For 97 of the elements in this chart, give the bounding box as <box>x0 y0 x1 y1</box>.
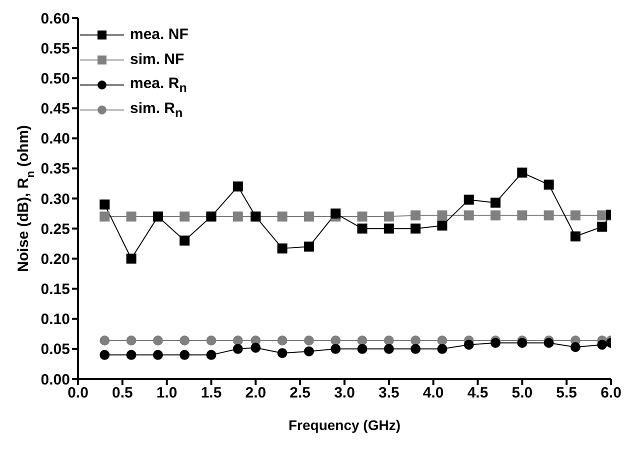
point <box>437 344 448 354</box>
point <box>490 198 501 208</box>
point <box>410 344 421 354</box>
point <box>304 212 314 222</box>
point <box>250 342 261 353</box>
x-tick-label: 6.0 <box>600 384 622 402</box>
point <box>464 340 474 350</box>
point <box>384 212 394 222</box>
x-tick-label: 4.0 <box>422 384 444 402</box>
point <box>357 224 368 234</box>
legend-label: mea. R$_{n}$ <box>130 74 187 94</box>
point <box>490 210 501 220</box>
point <box>544 210 554 220</box>
point <box>100 350 110 360</box>
x-axis-title: Frequency (GHz) <box>288 417 401 433</box>
point <box>570 210 580 220</box>
x-tick-label: 3.0 <box>334 384 355 402</box>
x-tick-label: 5.0 <box>512 384 533 402</box>
point <box>206 350 216 360</box>
point <box>304 335 314 346</box>
point <box>517 210 528 220</box>
point <box>570 342 580 352</box>
y-tick-label: 0.20 <box>40 250 70 268</box>
point <box>330 335 341 346</box>
y-tick-label: 0.30 <box>40 190 70 208</box>
point <box>517 168 528 178</box>
point <box>180 335 190 346</box>
x-tick-label: 3.5 <box>378 384 400 402</box>
y-tick-label: 0.40 <box>40 130 70 148</box>
y-tick-label: 0.60 <box>40 10 70 28</box>
point <box>330 208 341 219</box>
point <box>490 338 501 348</box>
x-tick-label: 0.5 <box>112 384 133 402</box>
point <box>384 224 394 234</box>
x-tick-label: 0.0 <box>68 384 88 402</box>
point <box>126 254 136 264</box>
point <box>232 181 243 192</box>
point <box>357 344 368 354</box>
point <box>357 335 368 346</box>
point <box>437 210 448 220</box>
point <box>152 350 163 360</box>
point <box>304 346 314 356</box>
point <box>544 338 554 348</box>
point <box>330 344 341 354</box>
point <box>357 212 368 222</box>
point <box>100 212 110 222</box>
point <box>384 335 394 346</box>
point <box>180 350 190 360</box>
point <box>410 335 421 346</box>
point <box>437 220 448 231</box>
y-tick-label: 0.10 <box>40 311 70 328</box>
point <box>597 222 608 232</box>
point <box>126 335 136 346</box>
x-tick-label: 1.5 <box>200 384 222 402</box>
y-tick-label: 0.50 <box>40 70 70 88</box>
point <box>464 210 474 220</box>
y-tick-label: 0.15 <box>40 281 70 298</box>
point <box>277 348 288 358</box>
point <box>126 212 136 222</box>
point <box>206 335 216 346</box>
legend-label: sim. NF <box>130 51 184 68</box>
point <box>152 335 163 346</box>
point <box>232 344 243 354</box>
x-tick-label: 1.0 <box>156 384 178 402</box>
point <box>410 210 421 220</box>
point <box>517 338 528 348</box>
point <box>597 210 608 220</box>
point <box>277 335 288 346</box>
point <box>277 243 288 254</box>
y-tick-label: 0.00 <box>40 371 70 388</box>
point <box>232 212 243 222</box>
point <box>100 335 110 346</box>
legend-label: sim. R$_{n}$ <box>130 100 183 120</box>
point <box>277 212 288 222</box>
y-tick-label: 0.55 <box>40 40 70 58</box>
point <box>304 242 314 252</box>
legend-label: mea. NF <box>130 26 188 43</box>
point <box>597 340 608 350</box>
x-tick-label: 5.5 <box>556 384 578 402</box>
x-tick-label: 2.5 <box>290 384 311 402</box>
point <box>100 200 110 210</box>
point <box>410 224 421 234</box>
y-tick-label: 0.45 <box>40 100 70 118</box>
point <box>464 194 474 205</box>
y-tick-label: 0.35 <box>40 160 70 178</box>
y-tick-label: 0.05 <box>40 341 70 358</box>
point <box>232 335 243 346</box>
point <box>126 350 136 360</box>
x-tick-label: 2.0 <box>245 384 266 402</box>
point <box>180 236 190 246</box>
x-tick-label: 4.5 <box>467 384 488 402</box>
point <box>570 231 580 242</box>
point <box>544 180 554 190</box>
y-tick-label: 0.25 <box>40 220 70 238</box>
point <box>437 335 448 346</box>
point <box>384 344 394 354</box>
point <box>180 212 190 222</box>
